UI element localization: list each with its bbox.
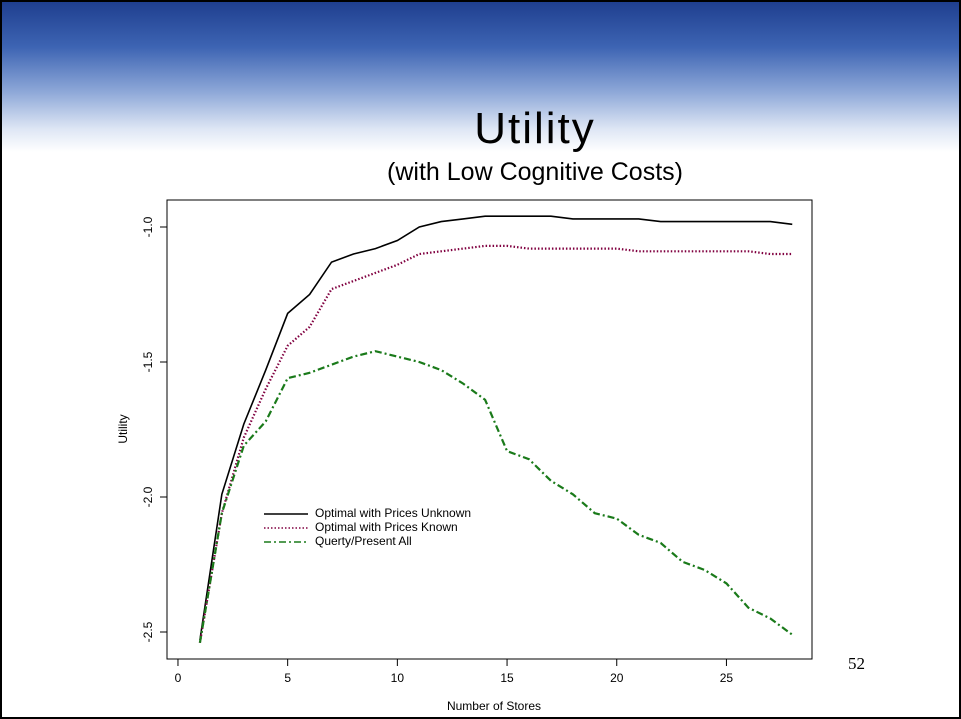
series-line <box>199 215 793 641</box>
legend-label: Optimal with Prices Unknown <box>315 506 471 520</box>
series-line <box>198 244 793 643</box>
x-tick-label: 0 <box>175 671 182 685</box>
slide-subtitle: (with Low Cognitive Costs) <box>387 158 683 186</box>
slide-number: 52 <box>848 654 865 673</box>
x-tick-label: 15 <box>500 671 514 685</box>
x-tick-label: 25 <box>720 671 734 685</box>
x-tick-label: 5 <box>284 671 291 685</box>
legend-label: Optimal with Prices Known <box>315 520 458 534</box>
y-tick-label: -2.5 <box>141 621 155 642</box>
x-tick-label: 20 <box>610 671 624 685</box>
y-tick-label: -2.0 <box>141 486 155 507</box>
y-axis-label: Utility <box>116 414 130 443</box>
legend-label: Querty/Present All <box>315 534 412 548</box>
plot-frame <box>166 199 813 660</box>
y-tick-label: -1.0 <box>141 216 155 237</box>
y-tick-label: -1.5 <box>141 351 155 372</box>
x-tick-label: 10 <box>391 671 405 685</box>
series-line <box>198 350 793 643</box>
slide-title: Utility <box>474 104 596 153</box>
header-background <box>2 2 959 152</box>
x-axis-label: Number of Stores <box>447 699 541 713</box>
